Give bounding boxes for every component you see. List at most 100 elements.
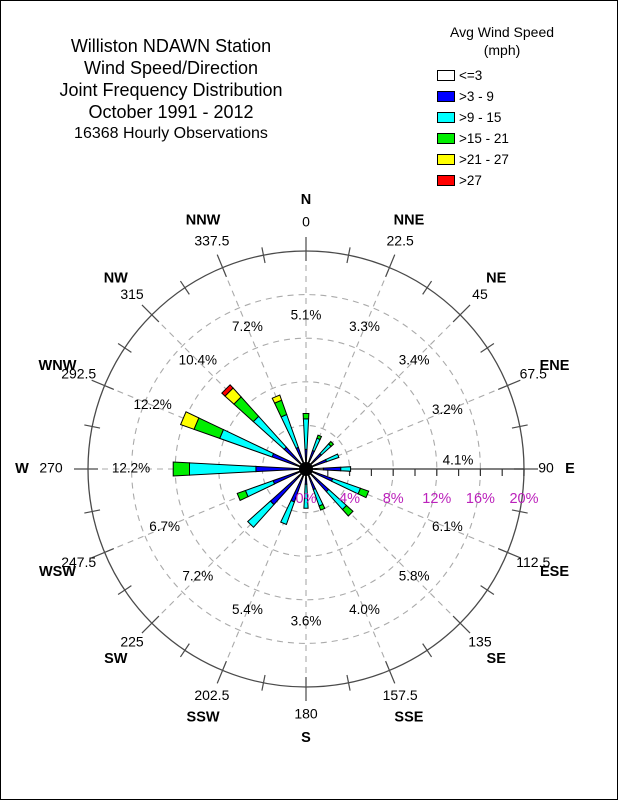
angle-tick (497, 379, 521, 390)
direction-frequency-label: 12.2% (112, 461, 150, 476)
legend-item-label: >21 - 27 (459, 152, 509, 167)
direction-degree-label: 22.5 (387, 232, 414, 248)
direction-frequency-label: 3.4% (399, 352, 430, 367)
chart-type-title: Joint Frequency Distribution (59, 80, 283, 100)
angle-tick (480, 342, 495, 353)
direction-name-label: WSW (39, 564, 76, 580)
legend: Avg Wind Speed (mph) <=3 >3 - 9 >9 - 15 … (437, 23, 587, 191)
angle-tick (179, 643, 190, 658)
petal-segment-SSE (318, 503, 326, 511)
angle-tick (91, 379, 115, 390)
petal-segment-NNW (271, 394, 283, 404)
direction-name-label: W (15, 461, 29, 477)
radial-scale-label: 16% (466, 491, 495, 507)
observation-count: 16368 Hourly Observations (74, 125, 268, 142)
legend-item-label: >9 - 15 (459, 110, 502, 125)
title-block: Williston NDAWN Station Wind Speed/Direc… (31, 35, 311, 145)
direction-name-label: SSE (394, 709, 423, 725)
direction-name-label: ESE (540, 564, 569, 580)
legend-item-label: <=3 (459, 68, 483, 83)
direction-degree-label: 0 (302, 214, 310, 230)
date-range: October 1991 - 2012 (88, 102, 254, 122)
angle-tick (141, 615, 160, 634)
direction-frequency-label: 10.4% (179, 352, 217, 367)
petal-segment-S (303, 483, 309, 509)
direction-name-label: NE (486, 271, 506, 287)
petal-segment-W (172, 461, 190, 477)
legend-item: >3 - 9 (437, 86, 587, 107)
legend-title: Avg Wind Speed (449, 24, 555, 40)
color-swatch-icon (437, 70, 455, 81)
petal-segment-SE (341, 504, 354, 517)
angle-tick (179, 280, 190, 295)
angle-tick (480, 585, 495, 596)
angle-tick (91, 548, 115, 559)
direction-degree-label: 270 (39, 460, 63, 476)
angle-tick (346, 674, 351, 691)
angle-tick (385, 254, 396, 278)
legend-item-label: >3 - 9 (459, 89, 494, 104)
direction-degree-label: 90 (538, 460, 554, 476)
direction-frequency-label: 7.2% (182, 569, 213, 584)
direction-degree-label: 157.5 (383, 687, 418, 703)
angle-tick (216, 254, 227, 278)
petal-segment-E (340, 466, 352, 472)
petal-segment-ENE (325, 453, 340, 463)
radial-scale-label: 20% (509, 491, 538, 507)
angle-tick (84, 509, 101, 514)
direction-name-label: SE (487, 651, 507, 667)
direction-degree-label: 135 (468, 634, 492, 650)
angle-tick (261, 674, 266, 691)
angle-tick (452, 615, 471, 634)
direction-name-label: NNW (186, 212, 221, 228)
legend-item-label: >15 - 21 (459, 131, 509, 146)
direction-frequency-label: 5.8% (399, 569, 430, 584)
petal-segment-NE (327, 440, 335, 448)
angle-tick (84, 424, 101, 429)
direction-degree-label: 67.5 (520, 366, 547, 382)
legend-item: >15 - 21 (437, 128, 587, 149)
direction-frequency-label: 12.2% (133, 397, 171, 412)
angle-tick (385, 660, 396, 684)
center-hub (299, 462, 313, 476)
direction-degree-label: 225 (120, 634, 144, 650)
petal-segment-W (255, 465, 307, 473)
angle-tick (511, 509, 528, 514)
angle-tick (422, 643, 433, 658)
angle-tick (422, 280, 433, 295)
legend-item: >27 (437, 170, 587, 191)
direction-name-label: SSW (187, 709, 220, 725)
direction-name-label: NNE (394, 212, 425, 228)
direction-frequency-label: 3.3% (349, 319, 380, 334)
direction-frequency-label: 6.7% (149, 519, 180, 534)
angle-tick (117, 585, 132, 596)
direction-frequency-label: 3.2% (432, 402, 463, 417)
color-swatch-icon (437, 154, 455, 165)
direction-gridline (305, 385, 508, 470)
angle-tick (452, 304, 471, 323)
petal-segment-N (302, 418, 310, 450)
radial-scale-label: 8% (383, 491, 404, 507)
direction-name-label: SW (104, 651, 128, 667)
direction-frequency-label: 3.6% (291, 614, 322, 629)
direction-degree-label: 112.5 (516, 554, 550, 570)
petal-segment-NE (319, 443, 332, 456)
color-swatch-icon (437, 112, 455, 123)
petal-segment-NNE (311, 437, 321, 452)
petal-segment-N (302, 413, 310, 420)
legend-item: >9 - 15 (437, 107, 587, 128)
petal-segment-NW (221, 384, 234, 397)
legend-item-label: >27 (459, 173, 482, 188)
direction-frequency-label: 4.1% (443, 453, 474, 468)
angle-tick (346, 247, 351, 264)
color-swatch-icon (437, 175, 455, 186)
legend-subtitle: (mph) (483, 42, 521, 58)
direction-degree-label: 315 (120, 286, 144, 302)
petal-segment-SSW (280, 499, 296, 526)
petal-segment-ESE (357, 487, 370, 499)
color-swatch-icon (437, 133, 455, 144)
petal-segment-WSW (236, 489, 249, 502)
direction-degree-label: 247.5 (61, 554, 96, 570)
